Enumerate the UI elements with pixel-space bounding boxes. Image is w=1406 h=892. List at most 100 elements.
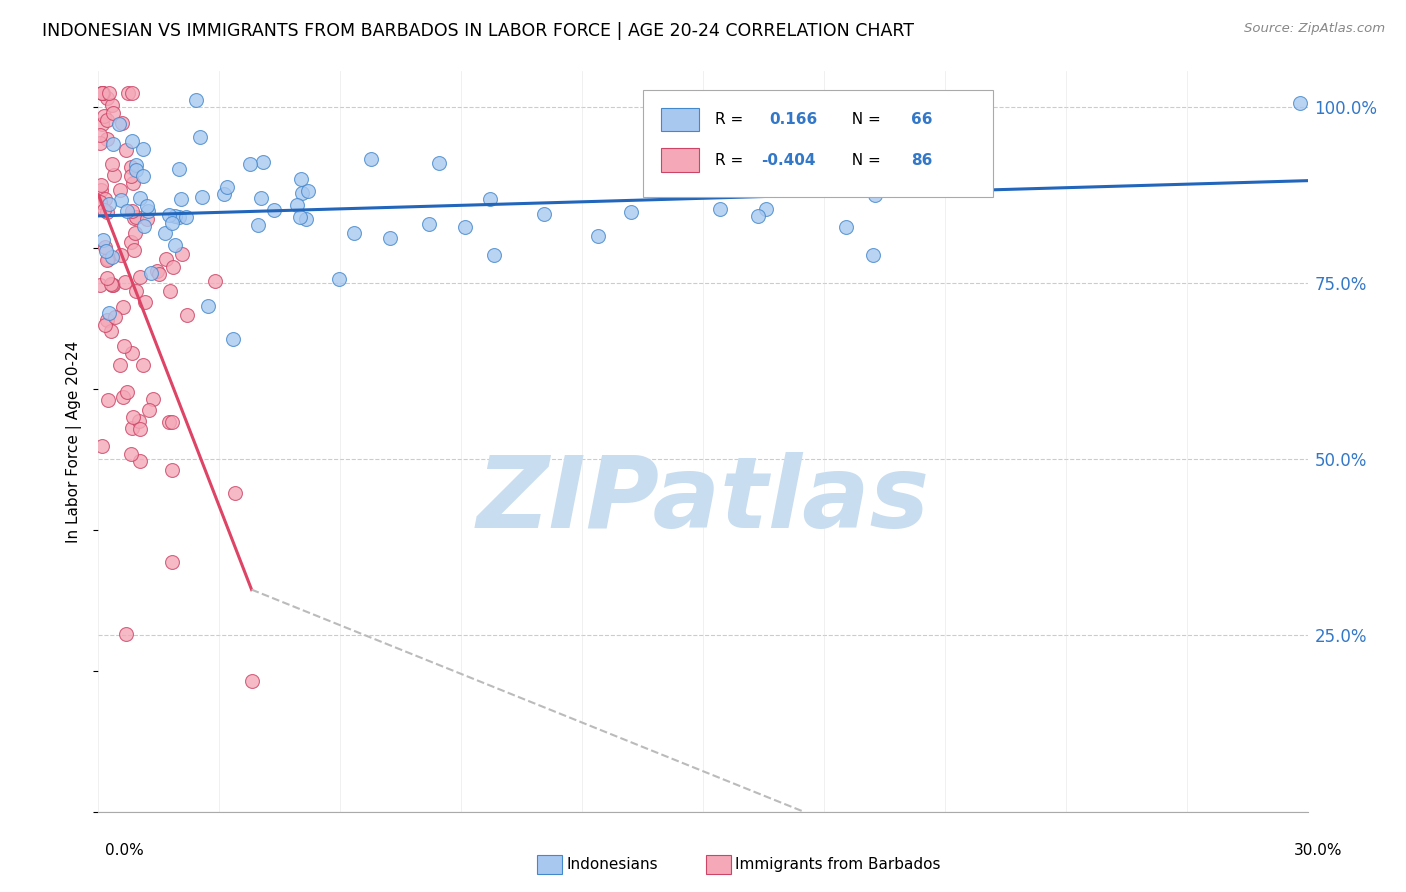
Point	[153, 227, 176, 241]
Point	[115, 627, 138, 641]
Point	[294, 212, 316, 227]
Point	[142, 392, 165, 407]
Point	[132, 169, 155, 183]
Point	[121, 421, 143, 435]
Point	[94, 240, 117, 254]
Text: -0.404: -0.404	[761, 153, 815, 168]
Point	[240, 674, 263, 689]
Point	[90, 439, 112, 453]
Point	[162, 260, 184, 275]
Point	[120, 447, 142, 461]
Point	[252, 154, 274, 169]
Point	[89, 136, 111, 151]
Text: 30.0%: 30.0%	[1295, 843, 1343, 858]
Point	[98, 86, 121, 100]
Point	[132, 219, 155, 234]
Text: ZIPatlas: ZIPatlas	[477, 452, 929, 549]
Point	[136, 203, 159, 218]
Point	[91, 86, 114, 100]
Point	[290, 210, 312, 224]
Point	[862, 248, 884, 262]
Point	[101, 97, 124, 112]
Point	[90, 183, 112, 197]
Point	[418, 218, 440, 232]
Point	[96, 244, 118, 258]
Point	[96, 205, 118, 219]
Text: R =: R =	[716, 112, 754, 127]
Point	[103, 310, 125, 325]
Point	[122, 176, 145, 190]
Point	[97, 197, 120, 211]
Point	[108, 117, 131, 131]
Point	[121, 345, 143, 359]
Point	[134, 294, 156, 309]
Text: R =: R =	[716, 153, 748, 168]
Point	[114, 143, 136, 157]
Point	[111, 301, 134, 315]
Point	[110, 116, 132, 130]
Point	[89, 278, 111, 293]
Point	[586, 229, 609, 244]
Point	[747, 209, 769, 223]
Point	[103, 106, 125, 120]
Point	[93, 202, 115, 217]
Point	[148, 268, 170, 282]
Point	[89, 194, 111, 209]
Point	[136, 212, 159, 227]
Point	[114, 275, 136, 289]
Point	[1288, 96, 1310, 111]
Point	[110, 193, 132, 207]
Point	[131, 358, 153, 372]
Point	[125, 163, 148, 178]
Point	[188, 129, 211, 144]
Point	[215, 179, 238, 194]
Point	[96, 253, 118, 268]
Point	[755, 202, 778, 217]
Point	[263, 202, 285, 217]
Point	[174, 210, 197, 224]
Text: 0.0%: 0.0%	[105, 843, 145, 858]
Point	[128, 414, 150, 428]
Point	[125, 284, 148, 298]
Bar	[661, 148, 699, 172]
Point	[112, 339, 135, 353]
Point	[100, 250, 122, 264]
Point	[96, 131, 118, 145]
Point	[90, 178, 112, 192]
Point	[100, 324, 122, 338]
Point	[120, 169, 142, 184]
Point	[129, 270, 152, 285]
Point	[328, 271, 350, 285]
Point	[224, 486, 246, 500]
Point	[360, 152, 382, 166]
Point	[96, 112, 118, 127]
Point	[103, 168, 125, 182]
Point	[160, 555, 183, 569]
Point	[138, 403, 160, 417]
Point	[160, 415, 183, 429]
Point	[427, 156, 450, 170]
Point	[91, 86, 114, 100]
Point	[863, 188, 886, 202]
Point	[103, 277, 125, 292]
Point	[103, 137, 125, 152]
Text: Indonesians: Indonesians	[567, 857, 658, 871]
Point	[176, 309, 198, 323]
Point	[117, 86, 139, 100]
Point	[110, 359, 132, 373]
Point	[128, 191, 150, 205]
Point	[212, 187, 235, 202]
Point	[121, 204, 143, 219]
Point	[167, 211, 190, 225]
Point	[96, 312, 118, 326]
Point	[291, 186, 314, 200]
Point	[380, 231, 402, 245]
Point	[125, 211, 148, 225]
Point	[222, 332, 245, 346]
Point	[484, 248, 506, 262]
Point	[93, 109, 115, 123]
Point	[121, 134, 143, 148]
Point	[454, 219, 477, 234]
Y-axis label: In Labor Force | Age 20-24: In Labor Force | Age 20-24	[66, 341, 83, 542]
Point	[197, 299, 219, 313]
